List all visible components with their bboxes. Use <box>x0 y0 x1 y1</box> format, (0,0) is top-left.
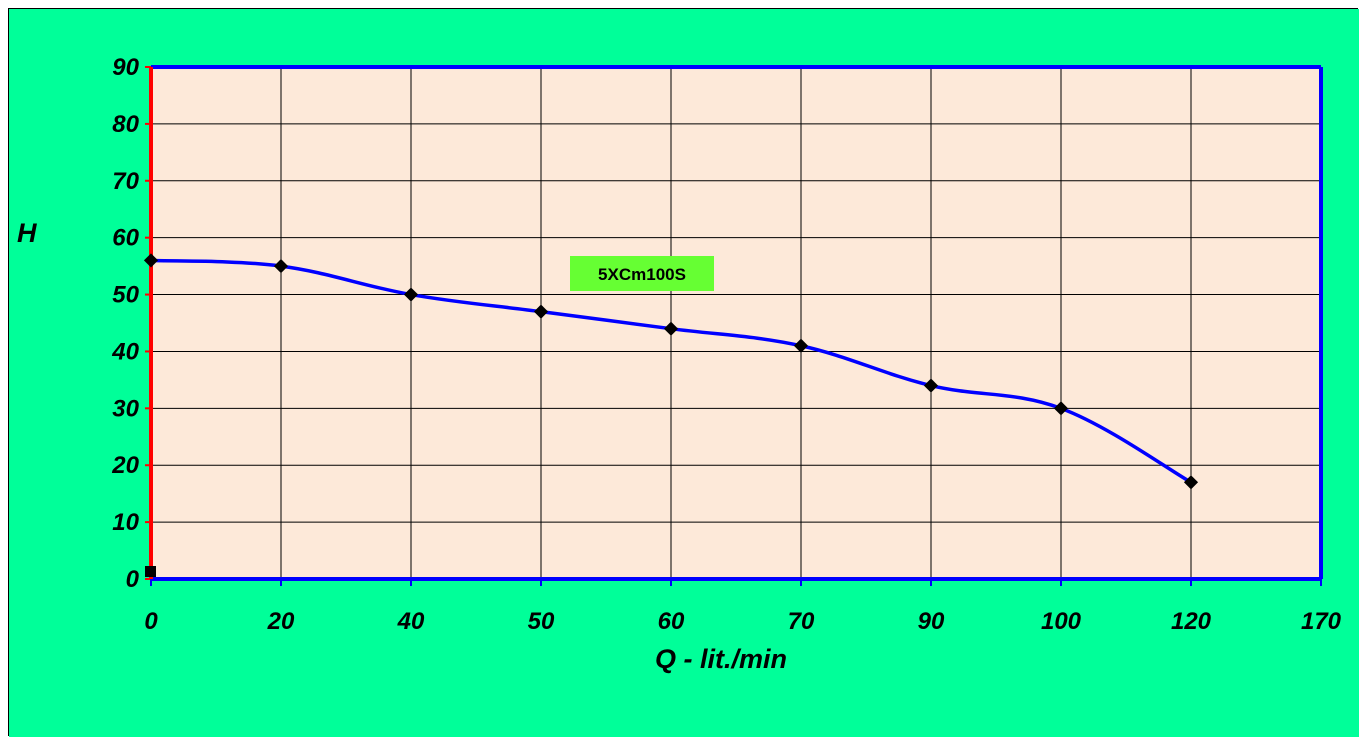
chart-frame: 0 10 20 30 40 50 60 70 80 90 0 20 40 50 60 70 90 100 120 17… <box>8 8 1359 737</box>
y-tick-label: 80 <box>112 111 139 138</box>
x-tick-label: 100 <box>1041 608 1082 635</box>
y-tick-label: 20 <box>111 452 139 479</box>
x-tick-label: 20 <box>267 608 295 635</box>
series-label-background <box>570 256 714 291</box>
y-tick-label: 90 <box>112 54 139 81</box>
data-point <box>793 338 809 353</box>
x-tick-label: 170 <box>1301 608 1342 635</box>
plot-area <box>151 67 1321 579</box>
x-tick-label: 40 <box>397 608 425 635</box>
data-point <box>1053 401 1069 416</box>
series-label-box: 5XCm100S <box>570 256 714 291</box>
y-tick-label: 0 <box>126 566 140 593</box>
data-point <box>403 287 419 302</box>
plot-frame <box>145 65 1323 586</box>
x-tick-label: 70 <box>788 608 815 635</box>
y-tick-label: 10 <box>112 509 139 536</box>
y-tick-label: 50 <box>112 282 139 309</box>
origin-marker <box>145 566 156 577</box>
y-tick-label: 30 <box>112 395 139 422</box>
chart-svg: 0 10 20 30 40 50 60 70 80 90 0 20 40 50 60 70 90 100 120 17… <box>9 9 1359 737</box>
y-tick-label: 70 <box>112 168 139 195</box>
series-label: 5XCm100S <box>598 265 686 284</box>
x-tick-label: 120 <box>1171 608 1212 635</box>
y-tick-label: 60 <box>112 225 139 252</box>
x-tick-label: 60 <box>658 608 685 635</box>
x-axis-label: Q - lit./min <box>655 644 787 674</box>
y-tick-label: 40 <box>111 338 139 365</box>
data-point <box>663 321 679 336</box>
data-point <box>143 253 159 268</box>
y-axis-label: H <box>17 218 37 248</box>
data-point <box>273 259 289 274</box>
data-point <box>533 304 549 319</box>
x-tick-label: 90 <box>918 608 945 635</box>
series-layer <box>143 253 1199 577</box>
data-point <box>1183 475 1199 490</box>
x-tick-label: 50 <box>528 608 555 635</box>
tick-labels: 0 10 20 30 40 50 60 70 80 90 0 20 40 50 60 70 90 100 120 17… <box>111 54 1341 635</box>
x-tick-label: 0 <box>144 608 158 635</box>
gridlines <box>151 67 1321 579</box>
data-point <box>923 378 939 393</box>
